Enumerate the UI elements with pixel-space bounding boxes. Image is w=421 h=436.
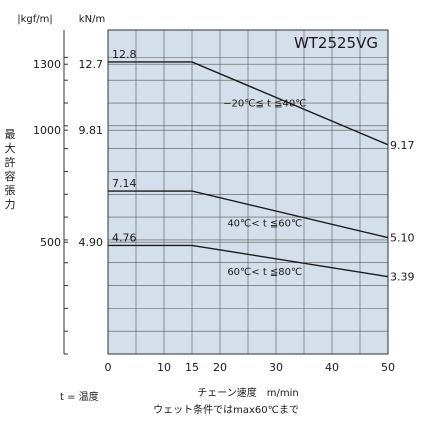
x-tick-label: 30 bbox=[269, 361, 283, 374]
x-tick-label: 0 bbox=[105, 361, 112, 374]
x-tick-label: 40 bbox=[325, 361, 339, 374]
wet-condition-note: ウェット条件ではmax60℃まで bbox=[153, 403, 299, 416]
series-name-label: −20℃≦ t ≦40℃ bbox=[223, 99, 306, 110]
series-start-label: 4.76 bbox=[112, 231, 137, 244]
x-axis-label: チェーン速度 m/min bbox=[197, 386, 298, 399]
y-axis-label-char: 張 bbox=[5, 184, 16, 197]
y-tick-label-kn: 12.7 bbox=[79, 58, 104, 71]
x-tick-label: 50 bbox=[381, 361, 395, 374]
y-tick-label-kgf: 1300 bbox=[33, 58, 61, 71]
series-name-label: 40℃< t ≦60℃ bbox=[227, 218, 302, 229]
x-tick-label: 20 bbox=[213, 361, 227, 374]
y-axis-label-char: 力 bbox=[5, 198, 16, 211]
series-end-label: 9.17 bbox=[390, 139, 415, 152]
y-tick-label-kn: 9.81 bbox=[79, 124, 104, 137]
y-axis-label-char: 最 bbox=[5, 128, 16, 141]
right-unit-label: kN/m bbox=[79, 14, 105, 25]
series-line bbox=[108, 190, 389, 239]
series-end-label: 5.10 bbox=[390, 232, 415, 245]
y-axis-label: 最大許容張力 bbox=[5, 128, 16, 211]
x-tick-label: 10 bbox=[157, 361, 171, 374]
series-name-label: 60℃< t ≦80℃ bbox=[227, 267, 302, 278]
x-tick-label: 15 bbox=[185, 361, 199, 374]
series-lines bbox=[108, 61, 389, 278]
y-tick-label-kgf: 1000 bbox=[33, 124, 61, 137]
chart-title: WT2525VG bbox=[294, 34, 378, 52]
series-line bbox=[108, 244, 389, 278]
y-tick-label-kgf: 500 bbox=[40, 236, 61, 249]
plot-border bbox=[107, 29, 389, 355]
t-definition-note: t = 温度 bbox=[60, 390, 99, 403]
labels: 1300 1000 500 12.7 9.81 4.90 0 10 15 20 30 40 50 12.8… bbox=[33, 30, 415, 374]
series-line bbox=[108, 61, 389, 146]
series-start-label: 12.8 bbox=[112, 48, 137, 61]
series-end-label: 3.39 bbox=[390, 271, 415, 284]
y-axis-label-char: 大 bbox=[5, 141, 16, 155]
y-axis-label-char: 容 bbox=[5, 169, 16, 183]
series-start-label: 7.14 bbox=[112, 177, 137, 190]
y-axis-label-char: 許 bbox=[5, 156, 16, 169]
y-tick-label-kn: 4.90 bbox=[79, 236, 104, 249]
left-unit-label: |kgf/m| bbox=[17, 14, 53, 25]
